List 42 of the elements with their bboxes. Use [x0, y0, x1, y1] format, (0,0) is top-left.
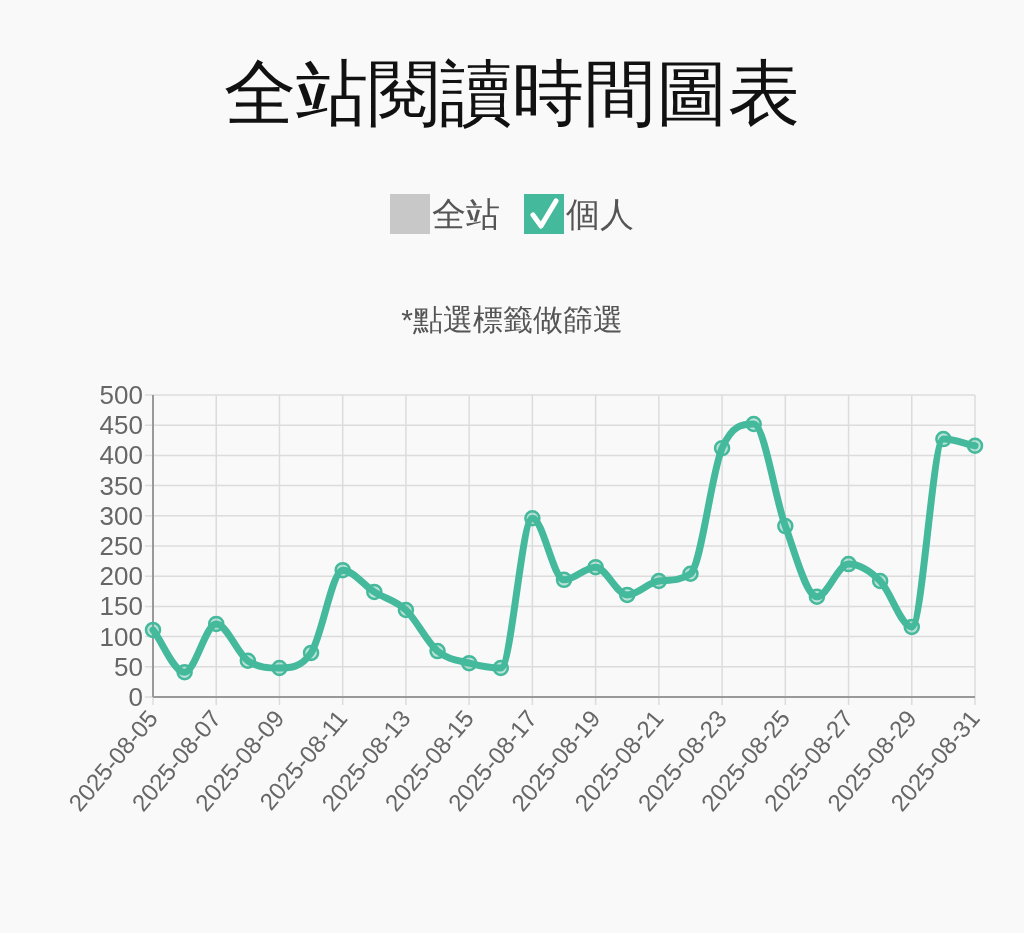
y-tick-label: 500: [99, 380, 143, 410]
point: [650, 572, 668, 590]
legend-label: 個人: [566, 195, 634, 233]
y-tick-label: 400: [99, 440, 143, 471]
y-tick-label: 350: [99, 470, 143, 501]
point: [903, 618, 921, 636]
point: [366, 583, 383, 601]
point: [207, 615, 225, 633]
point: [555, 571, 573, 589]
y-tick-label: 300: [99, 500, 143, 531]
point: [808, 588, 826, 605]
legend-label: 全站: [432, 195, 500, 233]
point: [492, 659, 510, 677]
point: [713, 439, 731, 457]
y-tick-label: 150: [99, 591, 143, 622]
point: [587, 558, 604, 576]
y-tick-label: 50: [114, 651, 143, 682]
point: [302, 644, 320, 662]
chart-title: 全站閱讀時間圖表: [224, 53, 800, 133]
chart-subtitle: *點選標籤做篩選: [401, 303, 623, 336]
y-tick-label: 250: [99, 531, 143, 561]
point: [239, 652, 257, 670]
point: [144, 621, 162, 639]
y-tick-label: 200: [99, 561, 143, 592]
point: [429, 642, 446, 660]
point: [745, 415, 762, 433]
point: [966, 437, 984, 454]
point: [618, 586, 636, 604]
y-tick-label: 450: [99, 410, 143, 441]
point: [334, 561, 351, 579]
point: [682, 565, 699, 583]
point: [935, 430, 952, 448]
point: [777, 517, 794, 535]
point: [397, 601, 415, 619]
point: [176, 663, 193, 681]
point: [871, 572, 889, 590]
point: [460, 654, 478, 672]
point: [840, 555, 857, 573]
y-tick-label: 0: [128, 682, 143, 712]
point: [271, 659, 288, 677]
y-tick-label: 100: [99, 621, 143, 652]
point: [524, 509, 541, 527]
